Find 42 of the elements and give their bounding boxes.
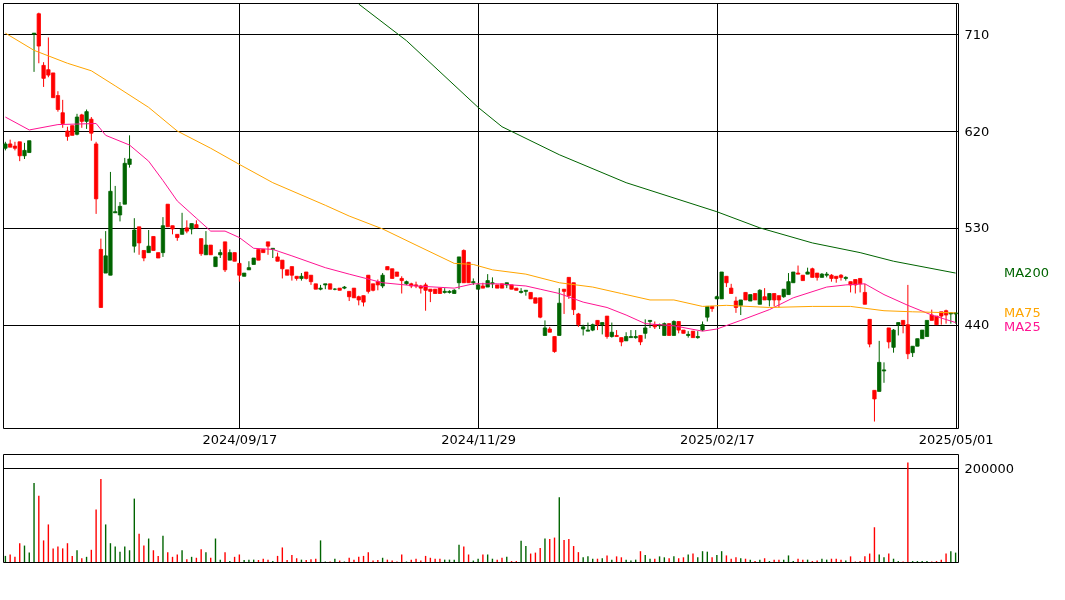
candlestick: [84, 109, 89, 130]
candlestick: [542, 319, 548, 336]
candlestick: [265, 241, 271, 256]
text: MA75: [1004, 304, 1041, 320]
y-tick-label: 710: [964, 26, 990, 42]
x-tick-label: 2025/02/17: [679, 431, 755, 447]
candlestick: [246, 260, 252, 271]
candlestick: [132, 217, 137, 254]
candlestick: [146, 229, 151, 254]
line-series: [4, 116, 957, 332]
candlestick: [862, 283, 867, 305]
y-tick-label: 440: [964, 317, 990, 333]
candlestick: [872, 389, 877, 423]
candlestick: [604, 315, 610, 340]
candlestick: [366, 274, 371, 295]
candlestick: [17, 141, 22, 162]
candlestick: [628, 329, 634, 339]
x-tick-label: 2024/11/29: [441, 431, 517, 447]
y-tick-label: 530: [964, 220, 990, 236]
candlestick: [179, 212, 185, 235]
line-series: [358, 3, 957, 274]
candlestick: [886, 327, 891, 349]
candlestick: [838, 273, 844, 282]
candlestick: [518, 287, 524, 295]
x-tick-label: 2025/05/01: [918, 431, 994, 447]
candlestick: [31, 32, 37, 73]
candlestick: [891, 328, 896, 354]
x-tick-label: 2024/09/17: [202, 431, 278, 447]
text: MA200: [1004, 265, 1049, 281]
text: MA25: [1004, 318, 1041, 334]
y-tick-label: 620: [964, 123, 990, 139]
candlestick: [585, 322, 591, 332]
candlestick: [237, 262, 242, 283]
candlestick: [203, 230, 209, 256]
candlestick: [795, 265, 801, 275]
line-series: [4, 32, 957, 314]
candlestick: [89, 116, 94, 142]
candlestick: [523, 289, 528, 297]
y-tick-label: 200000: [964, 460, 1015, 476]
candlestick: [136, 226, 142, 256]
candlestick: [643, 318, 648, 340]
candlestick: [60, 99, 65, 129]
